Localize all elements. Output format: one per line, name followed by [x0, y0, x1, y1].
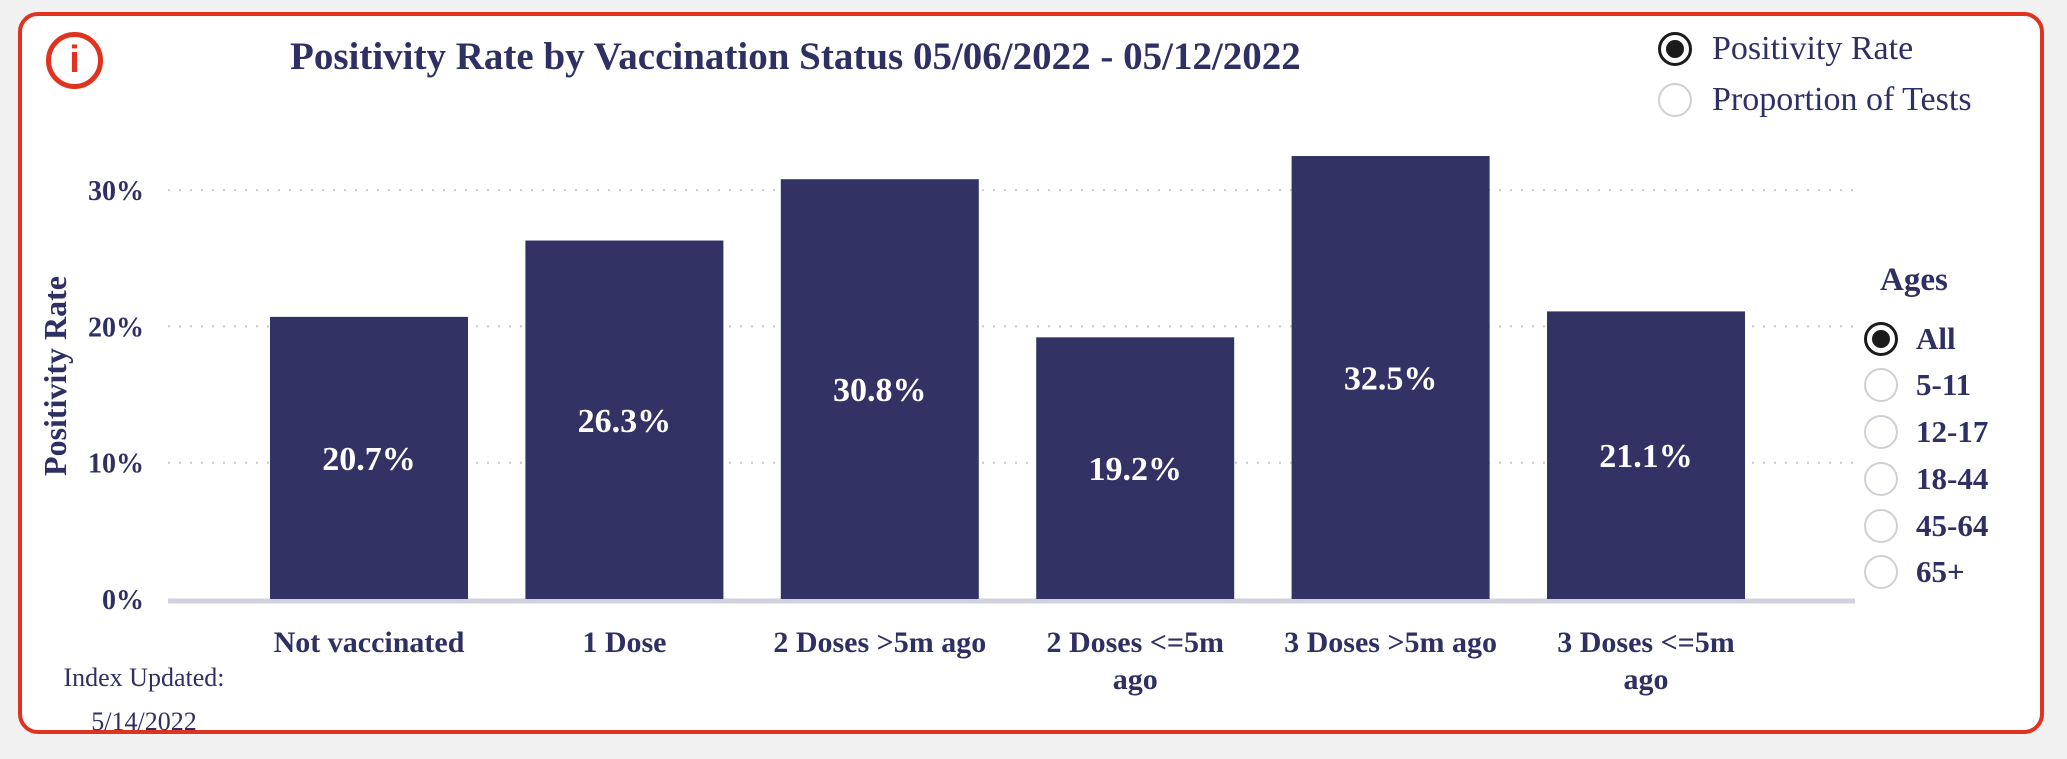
- y-tick-label: 0%: [102, 585, 144, 616]
- age-option-label: 5-11: [1916, 367, 1972, 402]
- age-option-18-44[interactable]: 18-44: [1864, 461, 1988, 497]
- y-tick-label: 30%: [88, 176, 144, 207]
- radio-unselected-icon[interactable]: [1864, 462, 1898, 496]
- info-icon[interactable]: i: [46, 32, 103, 89]
- x-tick-label: ago: [1113, 663, 1158, 696]
- radio-unselected-icon[interactable]: [1658, 83, 1692, 117]
- metric-option-label: Proportion of Tests: [1712, 81, 1972, 118]
- radio-unselected-icon[interactable]: [1864, 415, 1898, 449]
- bar-data-label: 32.5%: [1344, 361, 1438, 398]
- bar: [780, 179, 979, 600]
- ages-title: Ages: [1880, 262, 1948, 298]
- chart-title: Positivity Rate by Vaccination Status 05…: [290, 35, 1301, 78]
- radio-unselected-icon[interactable]: [1864, 555, 1898, 589]
- index-updated: Index Updated: 5/14/2022: [54, 656, 234, 744]
- age-option-5-11[interactable]: 5-11: [1864, 367, 1971, 403]
- x-tick-label: ago: [1624, 663, 1669, 696]
- radio-unselected-icon[interactable]: [1864, 368, 1898, 402]
- bar: [1291, 156, 1490, 599]
- y-tick-label: 20%: [88, 312, 144, 343]
- metric-option-label: Positivity Rate: [1712, 30, 1914, 67]
- age-option-65-plus[interactable]: 65+: [1864, 554, 1965, 590]
- bar-data-label: 30.8%: [833, 372, 927, 409]
- metric-option-positivity-rate[interactable]: Positivity Rate: [1658, 30, 1913, 68]
- x-tick-label: 3 Doses <=5m: [1557, 626, 1735, 659]
- x-tick-label: 2 Doses >5m ago: [773, 626, 986, 659]
- bar-data-label: 20.7%: [322, 441, 416, 478]
- bar: [270, 316, 468, 599]
- bar: [1036, 337, 1235, 599]
- radio-selected-icon[interactable]: [1658, 32, 1692, 66]
- bar-data-label: 21.1%: [1599, 438, 1693, 475]
- bar: [525, 240, 724, 599]
- age-option-all[interactable]: All: [1864, 321, 1956, 357]
- age-option-12-17[interactable]: 12-17: [1864, 414, 1988, 450]
- age-option-label: 45-64: [1916, 508, 1989, 543]
- radio-unselected-icon[interactable]: [1864, 509, 1898, 543]
- age-option-45-64[interactable]: 45-64: [1864, 508, 1988, 544]
- age-option-label: 12-17: [1916, 414, 1989, 449]
- metric-option-proportion-of-tests[interactable]: Proportion of Tests: [1658, 81, 1972, 119]
- x-tick-label: 3 Doses >5m ago: [1284, 626, 1497, 659]
- bar-data-label: 26.3%: [578, 403, 672, 440]
- age-option-label: All: [1916, 321, 1956, 356]
- x-tick-label: Not vaccinated: [274, 626, 465, 659]
- age-option-label: 65+: [1916, 554, 1965, 589]
- index-updated-date: 5/14/2022: [91, 707, 197, 736]
- bar: [1547, 311, 1745, 599]
- bar-data-label: 19.2%: [1088, 451, 1182, 488]
- x-tick-label: 1 Dose: [582, 626, 666, 659]
- index-updated-label: Index Updated:: [63, 663, 225, 692]
- radio-selected-icon[interactable]: [1864, 322, 1898, 356]
- y-tick-label: 10%: [88, 449, 144, 480]
- y-axis-title: Positivity Rate: [37, 276, 73, 476]
- x-tick-label: 2 Doses <=5m: [1046, 626, 1224, 659]
- age-option-label: 18-44: [1916, 461, 1989, 496]
